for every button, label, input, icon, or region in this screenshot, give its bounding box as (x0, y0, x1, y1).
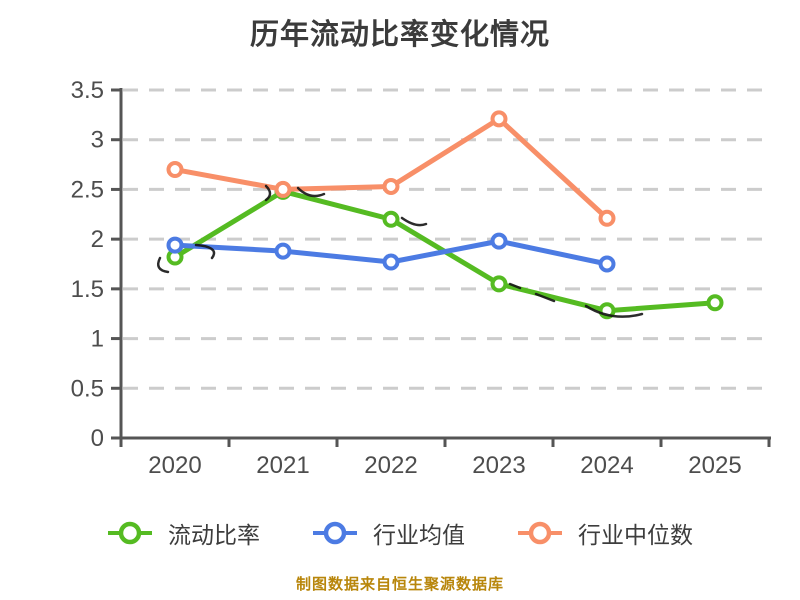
legend-marker-icon (108, 521, 152, 545)
legend-marker-icon (313, 521, 357, 545)
legend-item-0[interactable]: 流动比率 (107, 516, 260, 550)
svg-text:2025: 2025 (688, 452, 741, 479)
data-point (598, 255, 616, 273)
x-axis-labels: 2020 2021 2022 2023 2024 2025 (148, 452, 741, 479)
legend-label: 行业中位数 (578, 522, 693, 548)
data-point (490, 110, 508, 128)
axes (111, 88, 771, 447)
data-point (382, 177, 400, 195)
data-point (382, 253, 400, 271)
svg-text:0.5: 0.5 (71, 375, 104, 402)
series-1 (166, 232, 616, 273)
data-point (274, 180, 292, 198)
footer-note: 制图数据来自恒生聚源数据库 (295, 576, 504, 593)
svg-text:3.5: 3.5 (71, 77, 104, 104)
data-point (166, 236, 184, 254)
chart-title: 历年流动比率变化情况 (249, 19, 550, 51)
svg-text:2022: 2022 (364, 452, 417, 479)
series-2 (166, 110, 616, 227)
svg-text:1.5: 1.5 (71, 276, 104, 303)
svg-text:0: 0 (91, 425, 104, 452)
legend-item-2[interactable]: 行业中位数 (517, 516, 693, 550)
svg-text:2023: 2023 (472, 452, 525, 479)
svg-text:2020: 2020 (148, 452, 201, 479)
svg-text:1: 1 (91, 326, 104, 353)
y-axis-labels: 0 0.5 1 1.5 2 2.5 3 3.5 (71, 77, 104, 452)
data-point (706, 294, 724, 312)
legend-item-1[interactable]: 行业均值 (312, 516, 465, 550)
ink-marks (157, 184, 644, 318)
legend: 流动比率 行业均值 行业中位数 (0, 516, 800, 550)
legend-label: 流动比率 (168, 522, 260, 548)
svg-text:2.5: 2.5 (71, 176, 104, 203)
data-point (490, 232, 508, 250)
svg-text:2: 2 (91, 226, 104, 253)
data-point (490, 275, 508, 293)
legend-marker-icon (518, 521, 562, 545)
grid-lines (123, 88, 769, 390)
svg-text:3: 3 (91, 127, 104, 154)
data-point (166, 161, 184, 179)
legend-label: 行业均值 (373, 522, 465, 548)
svg-text:2024: 2024 (580, 452, 633, 479)
data-point (598, 209, 616, 227)
data-point (274, 242, 292, 260)
data-point (382, 210, 400, 228)
svg-text:2021: 2021 (256, 452, 309, 479)
